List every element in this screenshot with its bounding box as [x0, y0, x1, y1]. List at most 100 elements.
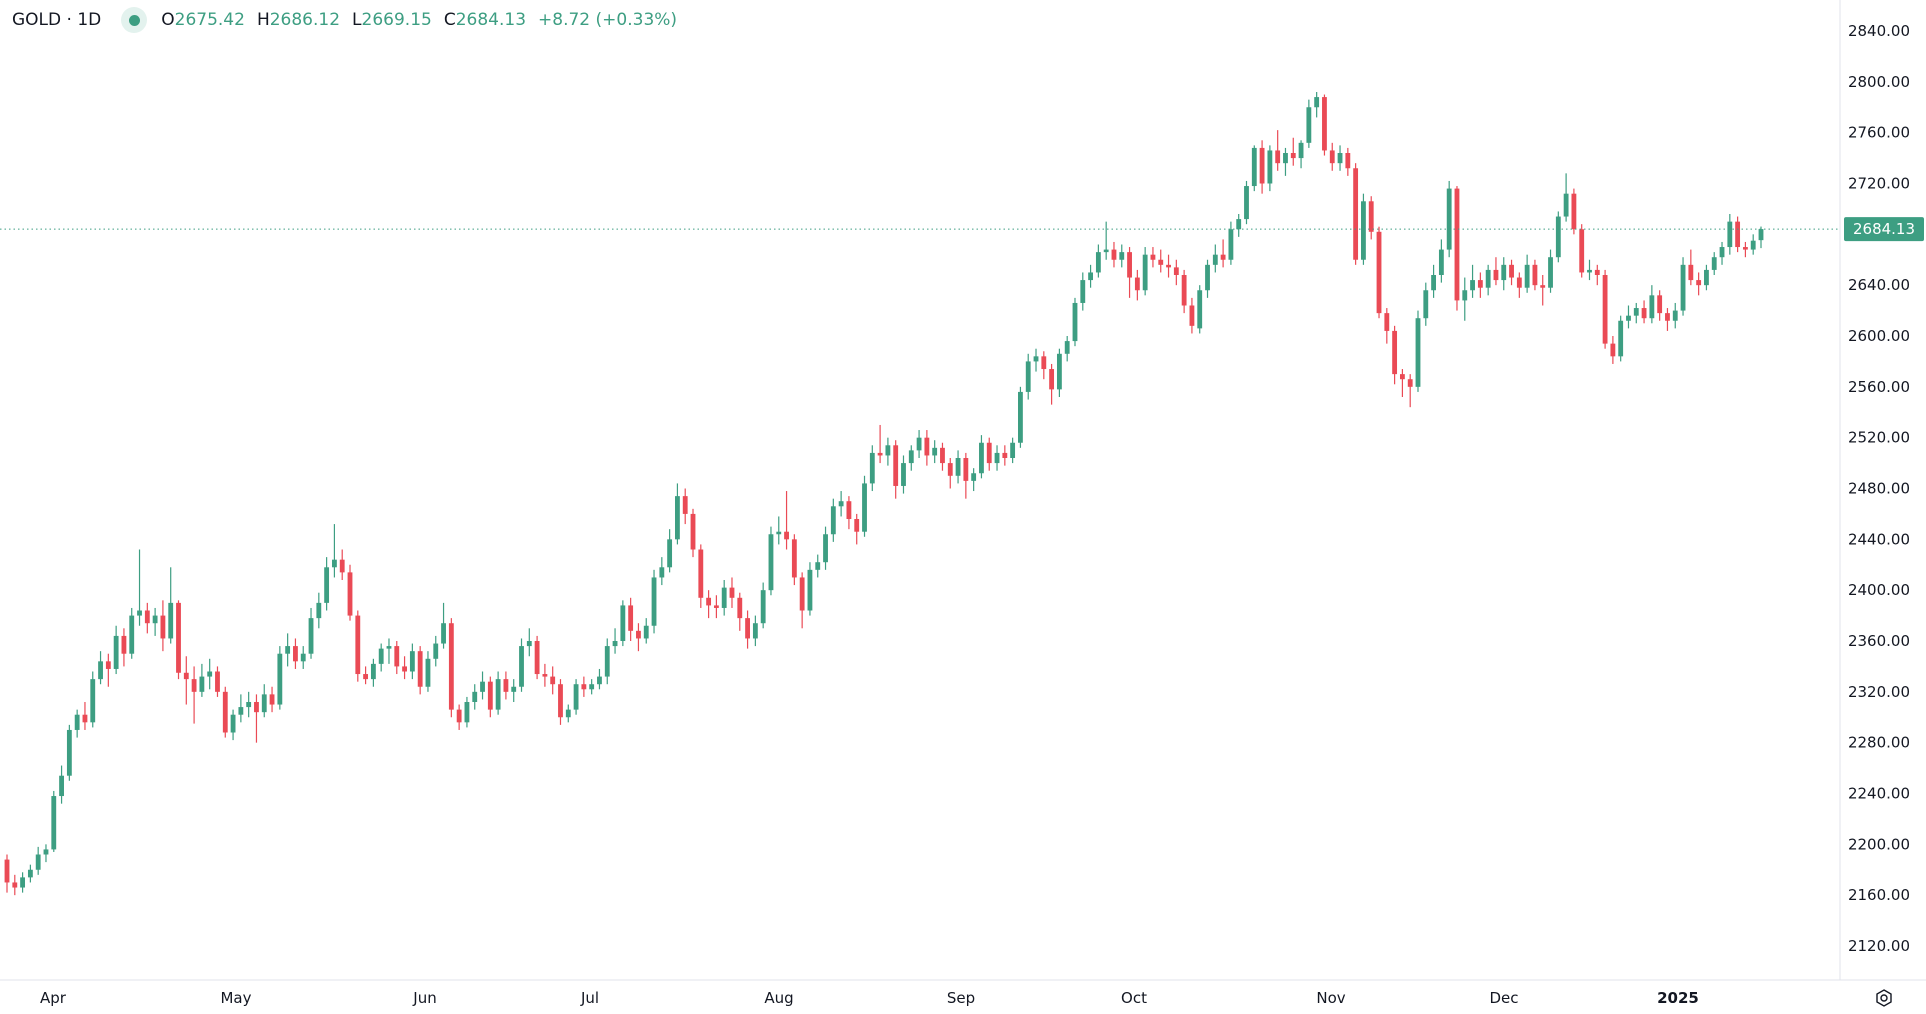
candle-body [979, 442, 984, 474]
candle [1166, 254, 1171, 278]
candle-body [1610, 343, 1616, 357]
candle [293, 638, 298, 669]
candle [1376, 226, 1382, 319]
candle [1665, 308, 1670, 331]
candle-body [1002, 452, 1008, 458]
candle [503, 671, 509, 700]
candle [893, 440, 899, 499]
candle [1259, 140, 1265, 194]
low-label: L [352, 10, 362, 30]
candle [986, 437, 992, 471]
candle [589, 679, 595, 695]
candle-body [1711, 257, 1717, 270]
candle-body [27, 869, 33, 878]
candle-body [191, 679, 197, 692]
candle [433, 635, 439, 667]
candle [1283, 147, 1288, 176]
candle-body [1641, 308, 1647, 319]
candle [768, 526, 774, 596]
candle-body [1462, 290, 1468, 301]
candle [1189, 297, 1195, 334]
candle-body [1329, 150, 1335, 164]
candle [1306, 99, 1312, 148]
candle-body [1173, 267, 1179, 275]
candle [737, 592, 743, 631]
candle [1735, 216, 1741, 253]
candle [1750, 234, 1756, 255]
candle-body [487, 681, 493, 710]
candle [558, 679, 563, 725]
candle [1275, 130, 1281, 171]
candle [1127, 247, 1132, 298]
candle-body [1088, 272, 1093, 281]
candle-body [137, 610, 142, 616]
candle [1103, 221, 1109, 260]
candle [690, 508, 696, 558]
candle [1657, 290, 1663, 321]
candle [1477, 272, 1483, 298]
candle-body [503, 679, 509, 692]
candle-body [1353, 168, 1359, 260]
candle [1423, 282, 1429, 326]
symbol-title[interactable]: GOLD · 1D [12, 10, 102, 30]
candle-body [1025, 361, 1031, 392]
low-value: 2669.15 [361, 10, 432, 30]
candle [1337, 145, 1343, 171]
candle [776, 516, 782, 545]
candle [425, 651, 431, 692]
candle-body [862, 483, 867, 532]
candle [98, 651, 103, 685]
candle [534, 635, 540, 680]
settings-gear-icon[interactable] [1874, 988, 1894, 1008]
price-tick-label: 2440.00 [1848, 530, 1910, 548]
candle [823, 526, 828, 570]
candle-body [316, 602, 322, 619]
date-tick-label: Aug [764, 989, 793, 1007]
candle-body [1657, 295, 1663, 314]
candle [1134, 269, 1140, 301]
candle-body [885, 445, 891, 456]
candle-body [1392, 330, 1398, 375]
candle [565, 704, 571, 723]
candle-body [1064, 341, 1070, 354]
candle [573, 679, 579, 715]
candle [1532, 259, 1538, 291]
candle-body [1587, 269, 1592, 273]
candle [409, 643, 415, 680]
candle [1384, 308, 1390, 344]
candle-body [830, 506, 836, 535]
candles [4, 92, 1764, 896]
candle [519, 638, 524, 692]
candle [1555, 211, 1561, 263]
candle [1025, 353, 1031, 400]
candle [1049, 363, 1055, 405]
candle-body [963, 458, 969, 481]
candle-body [425, 658, 431, 687]
candle [1548, 249, 1553, 293]
candle [238, 694, 244, 723]
candle [1415, 310, 1421, 392]
candle [246, 691, 252, 718]
candle-body [113, 635, 119, 669]
price-axis[interactable]: 2840.00 2800.00 2760.00 2720.00 2640.00 2600.… [1848, 22, 1910, 955]
candle-body [1477, 280, 1483, 288]
candle-body [791, 539, 797, 578]
candle [448, 618, 454, 718]
market-status-icon[interactable] [121, 7, 148, 33]
candle-body [254, 702, 259, 713]
candle [675, 483, 680, 545]
candle-body [1470, 280, 1475, 291]
time-axis[interactable]: Apr May Jun Jul Aug Sep Oct Nov Dec 2025 [40, 989, 1699, 1007]
candle [667, 529, 673, 573]
candle-body [612, 641, 618, 647]
candle-body [168, 602, 174, 639]
candle-body [105, 661, 111, 669]
candle [1649, 285, 1655, 324]
candle-body [1283, 153, 1288, 164]
candle-body [542, 674, 548, 677]
candle-body [1228, 229, 1234, 260]
candle [137, 549, 142, 626]
candle [815, 554, 821, 578]
candle-body [441, 623, 446, 644]
